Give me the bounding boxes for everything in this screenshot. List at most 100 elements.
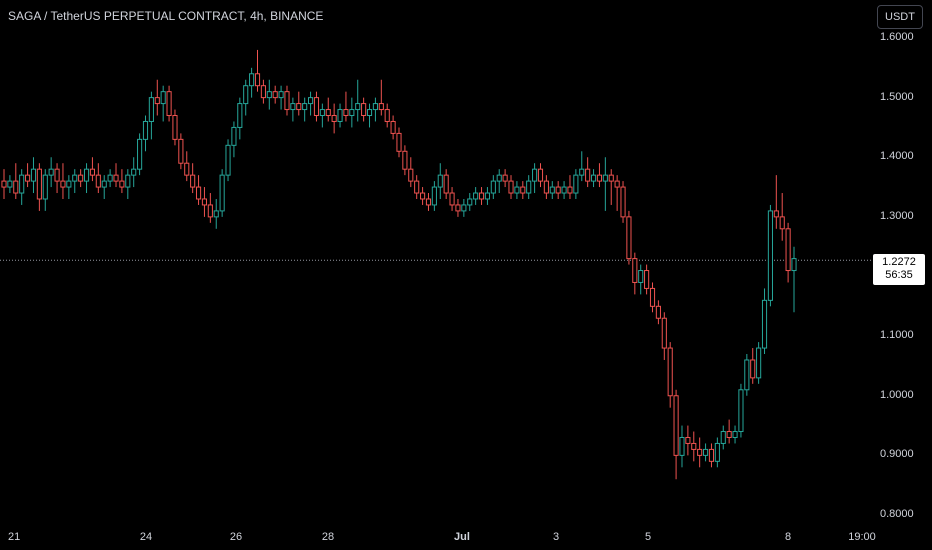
- candle-up: [366, 103, 373, 128]
- candle-down: [585, 157, 591, 188]
- candle-up: [549, 181, 555, 199]
- candle-down: [166, 85, 172, 122]
- candle-down: [449, 187, 455, 211]
- candle-up: [484, 187, 490, 205]
- candle-up: [573, 169, 579, 199]
- candle-down: [402, 145, 408, 176]
- candle-up: [461, 198, 467, 217]
- candle-up: [579, 151, 585, 182]
- candle-down: [254, 49, 261, 92]
- candle-down: [60, 163, 66, 199]
- candle-down: [443, 169, 449, 199]
- candle-up: [148, 91, 154, 140]
- candle-down: [425, 193, 432, 211]
- price-tick-label: 1.1000: [880, 329, 914, 342]
- candle-down: [420, 187, 426, 205]
- candle-up: [467, 193, 473, 211]
- time-tick-label: 26: [229, 531, 243, 543]
- candle-down: [190, 163, 196, 194]
- price-tick-label: 1.4000: [880, 150, 914, 163]
- candle-up: [219, 169, 225, 217]
- candle-up: [237, 97, 243, 140]
- candle-down: [508, 175, 514, 199]
- currency-button[interactable]: USDT: [877, 5, 923, 29]
- candle-up: [590, 169, 597, 188]
- time-tick-label: 21: [8, 531, 21, 543]
- candle-down: [272, 85, 278, 104]
- candle-up: [7, 175, 13, 194]
- candle-down: [567, 175, 573, 199]
- candle-up: [767, 204, 773, 307]
- candle-down: [555, 181, 561, 199]
- time-tick-label: 28: [321, 531, 335, 543]
- candle-down: [543, 175, 549, 199]
- candle-up: [714, 437, 720, 468]
- candle-up: [473, 187, 479, 205]
- candle-down: [296, 91, 302, 116]
- candle-up: [66, 175, 72, 199]
- price-tick-label: 0.9000: [880, 448, 914, 461]
- candle-up: [225, 139, 231, 182]
- candle-countdown: 56:35: [885, 269, 913, 281]
- candle-up: [490, 175, 496, 199]
- candle-up: [243, 79, 249, 116]
- candle-down: [184, 151, 190, 182]
- candle-down: [773, 175, 779, 229]
- candle-down: [396, 127, 402, 158]
- candle-down: [614, 175, 620, 211]
- candle-up: [732, 425, 738, 444]
- candle-up: [514, 181, 520, 199]
- candle-down: [596, 163, 603, 188]
- time-tick-label: Jul: [454, 531, 470, 543]
- candle-down: [331, 103, 337, 134]
- time-tick-label: 19:00: [848, 531, 876, 543]
- candle-down: [632, 252, 638, 295]
- candle-up: [48, 157, 54, 188]
- candle-down: [119, 169, 125, 194]
- candle-down: [408, 157, 414, 188]
- candle-down: [502, 169, 508, 188]
- candle-down: [779, 193, 785, 241]
- candle-up: [231, 121, 237, 158]
- candle-down: [178, 133, 184, 170]
- candle-up: [431, 181, 437, 211]
- candle-down: [708, 443, 715, 468]
- price-tick-label: 1.5000: [880, 90, 914, 103]
- candle-up: [372, 97, 378, 122]
- candle-down: [154, 79, 160, 116]
- candle-up: [602, 157, 608, 211]
- candle-down: [343, 91, 349, 122]
- candle-up: [349, 97, 355, 128]
- candle-down: [95, 163, 101, 194]
- candle-down: [655, 300, 661, 325]
- candle-down: [661, 312, 667, 360]
- candle-up: [137, 133, 143, 176]
- candle-down: [685, 425, 691, 456]
- candle-up: [19, 169, 25, 205]
- candle-down: [478, 187, 485, 205]
- candle-up: [42, 169, 48, 211]
- candle-up: [703, 443, 709, 462]
- candle-down: [378, 79, 384, 116]
- candle-up: [679, 425, 685, 468]
- candle-up: [761, 288, 768, 355]
- candle-up: [213, 198, 219, 229]
- candle-down: [626, 210, 632, 265]
- candle-up: [101, 175, 107, 199]
- candle-up: [249, 67, 255, 98]
- time-tick-label: 5: [644, 531, 652, 543]
- candle-up: [738, 383, 744, 438]
- candle-up: [791, 246, 797, 313]
- candle-up: [131, 157, 137, 188]
- candle-up: [756, 342, 762, 384]
- candle-down: [284, 85, 290, 116]
- candle-up: [83, 163, 90, 194]
- candle-down: [649, 282, 656, 313]
- candle-down: [89, 157, 95, 182]
- time-tick-label: 8: [784, 531, 792, 543]
- candle-down: [390, 115, 396, 140]
- candle-up: [107, 169, 113, 188]
- candle-down: [384, 103, 390, 128]
- candle-down: [313, 91, 320, 122]
